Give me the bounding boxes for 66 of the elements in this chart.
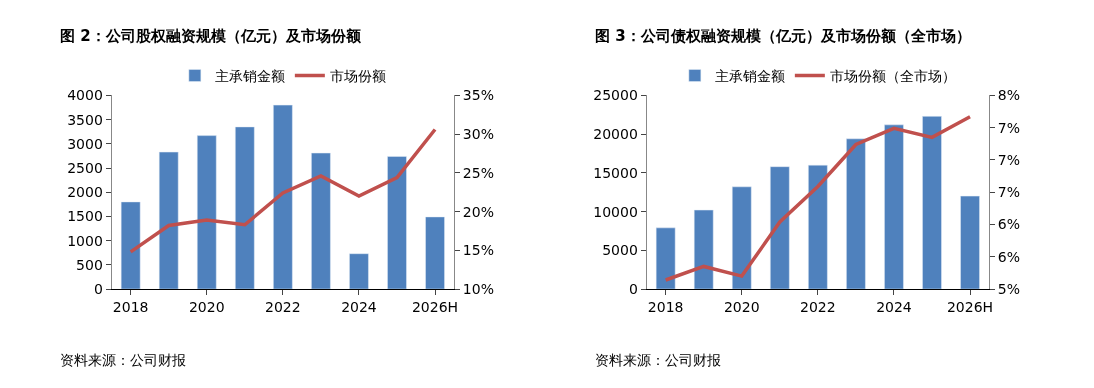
y2-tick-label: 20% <box>462 203 494 220</box>
bar <box>808 164 828 290</box>
bar <box>770 166 790 290</box>
y2-tick-label: 25% <box>462 164 494 181</box>
chart-title: 图 3：公司债权融资规模（亿元）及市场份额（全市场） <box>595 27 971 45</box>
x-tick-label: 2024 <box>876 298 912 315</box>
y2-tick-label: 7% <box>997 119 1021 136</box>
y2-tick-label: 8% <box>997 87 1021 104</box>
y-tick-label: 25000 <box>593 87 638 104</box>
y-tick-label: 3000 <box>67 135 103 152</box>
y2-tick-label: 30% <box>462 126 494 143</box>
text: 资料来源：公司财报 <box>60 352 186 368</box>
legend-label: 主承销金额 <box>214 67 285 84</box>
x-tick-label: 2026H <box>411 298 459 315</box>
bar <box>235 126 255 290</box>
y-tick-label: 2000 <box>67 184 103 201</box>
bar <box>960 195 980 290</box>
bar <box>846 138 866 290</box>
bar <box>311 152 331 290</box>
bar <box>349 253 369 290</box>
bar <box>693 209 714 290</box>
chart-title: 图 2：公司股权融资规模（亿元）及市场份额 <box>60 27 362 45</box>
y2-tick-label: 6% <box>997 248 1021 265</box>
y2-tick-label: 15% <box>462 242 494 259</box>
bar <box>922 116 942 290</box>
y-tick-label: 1500 <box>67 208 103 225</box>
bar <box>197 135 217 290</box>
x-tick-label: 2022 <box>800 298 836 315</box>
bar <box>732 186 752 290</box>
line-series <box>128 127 437 254</box>
y2-tick-label: 7% <box>997 184 1021 201</box>
y-tick-label: 5000 <box>602 242 638 259</box>
legend-label: 市场份额（全市场） <box>829 67 956 84</box>
y-tick-label: 4000 <box>67 87 103 104</box>
y2-tick-label: 35% <box>462 87 494 104</box>
y-tick-label: 500 <box>76 256 103 273</box>
y2-tick-label: 7% <box>997 151 1021 168</box>
y-tick-label: 2500 <box>67 159 103 176</box>
y-tick-label: 0 <box>628 280 638 297</box>
bar <box>655 227 676 290</box>
bar <box>273 104 293 290</box>
y-tick-label: 15000 <box>593 164 638 181</box>
x-tick-label: 2026H <box>946 298 994 315</box>
x-tick-label: 2020 <box>723 298 760 315</box>
x-tick-label: 2018 <box>647 298 684 315</box>
y-tick-label: 0 <box>93 280 103 297</box>
y-tick-label: 1000 <box>67 232 103 249</box>
x-tick-label: 2024 <box>341 298 377 315</box>
legend-label: 主承销金额 <box>714 67 785 84</box>
y2-tick-label: 10% <box>462 280 494 297</box>
y2-tick-label: 6% <box>997 216 1021 233</box>
bar <box>387 156 407 290</box>
bar <box>425 216 445 290</box>
bar <box>158 151 179 290</box>
y2-tick-label: 5% <box>997 280 1021 297</box>
y-tick-label: 10000 <box>593 203 638 220</box>
line-series <box>663 114 972 282</box>
y-tick-label: 3500 <box>67 111 103 128</box>
x-tick-label: 2022 <box>265 298 301 315</box>
text: 资料来源：公司财报 <box>595 352 721 368</box>
bar <box>884 124 904 290</box>
y-tick-label: 20000 <box>593 126 638 143</box>
x-tick-label: 2020 <box>188 298 225 315</box>
legend-label: 市场份额 <box>329 67 386 84</box>
bar <box>120 201 141 290</box>
x-tick-label: 2018 <box>112 298 149 315</box>
